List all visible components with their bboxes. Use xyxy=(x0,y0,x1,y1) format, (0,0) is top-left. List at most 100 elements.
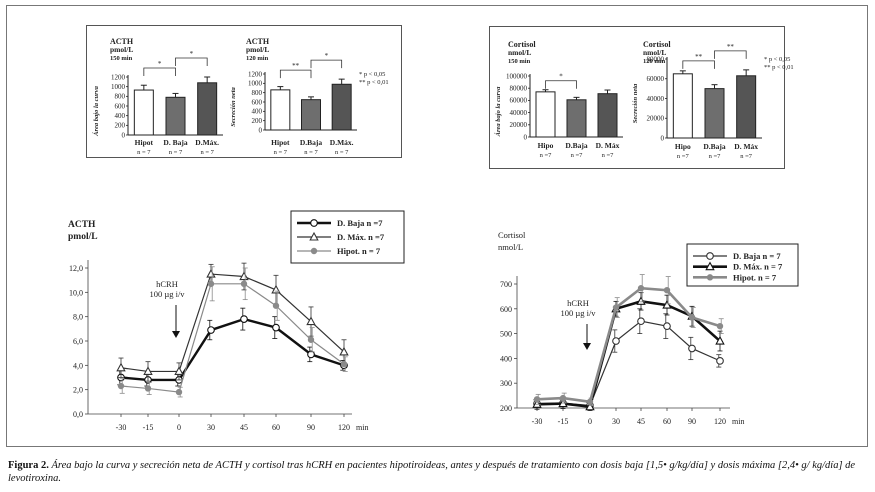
p-value-legend: ** p < 0,01 xyxy=(359,79,389,86)
bar-y-tick-label: 800 xyxy=(252,89,263,97)
marker-dot xyxy=(307,336,315,343)
marker-circle xyxy=(637,317,645,326)
line-x-tick-label: 45 xyxy=(637,417,645,426)
bar-y-tick-label: 800 xyxy=(115,93,126,101)
bar-y-tick-label: 40000 xyxy=(510,109,528,117)
line-y-tick-label: 6,0 xyxy=(73,337,83,346)
bar-category-n: n = 7 xyxy=(200,149,214,156)
hcrh-dose-annotation: 100 µg i/v xyxy=(560,308,596,318)
bar-y-tick-label: 0 xyxy=(259,126,263,134)
bar-category-label: D.Máx. xyxy=(195,138,219,147)
legend-box xyxy=(290,210,405,264)
bar-chart-ylabel: Secreción neta xyxy=(632,83,639,123)
arrow-head xyxy=(172,331,180,338)
line-y-tick-label: 300 xyxy=(500,379,512,388)
series-line xyxy=(120,283,345,393)
line-x-tick-label: 0 xyxy=(177,423,181,432)
line-x-tick-label: -30 xyxy=(116,423,127,432)
marker-dot xyxy=(272,302,280,309)
significance-label: ** xyxy=(292,62,300,70)
marker-circle xyxy=(663,322,671,331)
line-x-tick-label: 0 xyxy=(588,417,592,426)
bar-chart-title: ACTH xyxy=(246,37,270,46)
marker-triangle xyxy=(206,268,216,278)
bar-category-label: Hipo xyxy=(538,141,554,150)
bar-chart-subtitle: 120 min xyxy=(643,58,666,65)
marker-triangle xyxy=(339,346,349,356)
legend-entry: D. Baja n =7 xyxy=(337,218,383,228)
significance-bracket xyxy=(714,50,747,59)
bar-y-tick-label: 80000 xyxy=(647,55,665,63)
bar-y-tick-label: 60000 xyxy=(510,97,528,105)
legend-box xyxy=(686,243,799,287)
line-x-tick-label: 120 xyxy=(714,417,726,426)
series-line xyxy=(120,317,345,382)
marker-triangle xyxy=(636,296,646,305)
bar-category-n: n =7 xyxy=(602,152,615,159)
series-line xyxy=(120,273,345,373)
series-line xyxy=(536,286,721,404)
marker-dot xyxy=(586,398,594,405)
marker-dot xyxy=(144,385,152,392)
line-x-tick-label: 30 xyxy=(612,417,620,426)
marker-dot xyxy=(310,247,318,255)
line-x-tick-label: 90 xyxy=(688,417,696,426)
marker-triangle xyxy=(239,271,249,281)
line-y-tick-label: 400 xyxy=(500,354,512,363)
bar-chart-unit: nmol/L xyxy=(643,48,666,57)
significance-label: * xyxy=(158,60,162,68)
significance-bracket xyxy=(143,67,176,76)
bar-category-label: Hipot xyxy=(135,138,154,147)
legend-entry: Hipot. n = 7 xyxy=(337,246,381,256)
significance-bracket xyxy=(545,80,577,89)
line-x-tick-label: -15 xyxy=(558,417,569,426)
significance-label: ** xyxy=(695,53,703,61)
line-y-tick-label: 2,0 xyxy=(73,386,83,395)
line-x-axis-label: min xyxy=(356,423,368,432)
bar-y-tick-label: 60000 xyxy=(647,75,665,83)
line-x-tick-label: 30 xyxy=(207,423,215,432)
bar-category-n: n =7 xyxy=(540,152,553,159)
line-x-tick-label: -15 xyxy=(143,423,154,432)
caption-label: Figura 2. xyxy=(8,460,49,471)
bar-y-tick-label: 1200 xyxy=(248,70,263,78)
bar-y-tick-label: 1000 xyxy=(248,80,263,88)
bar-chart-title: Cortisol xyxy=(643,40,671,49)
bar-category-label: D.Baja xyxy=(703,142,726,151)
p-value-legend: * p < 0,05 xyxy=(359,71,385,78)
significance-bracket xyxy=(310,59,343,69)
marker-dot xyxy=(207,280,215,288)
line-chart-ylabel: pmol/L xyxy=(68,232,98,242)
marker-dot xyxy=(117,382,125,390)
significance-label: ** xyxy=(727,43,735,51)
bar-chart-subtitle: 120 min xyxy=(246,55,269,62)
marker-circle xyxy=(716,357,724,365)
marker-dot xyxy=(663,287,671,294)
bar-chart-title: Cortisol xyxy=(508,40,536,49)
significance-bracket xyxy=(682,60,715,69)
bar-category-label: D. Baja xyxy=(163,138,187,147)
significance-label: * xyxy=(559,73,563,81)
bar-category-n: n = 7 xyxy=(335,149,349,156)
bar-y-tick-label: 1000 xyxy=(111,83,126,91)
marker-dot xyxy=(706,274,714,281)
marker-circle xyxy=(240,315,248,323)
marker-dot xyxy=(533,396,541,403)
bar-y-tick-label: 400 xyxy=(252,108,263,116)
marker-circle xyxy=(307,350,315,359)
line-x-tick-label: 60 xyxy=(663,417,671,426)
legend-entry: D. Baja n = 7 xyxy=(733,251,781,261)
marker-triangle xyxy=(662,299,672,309)
line-y-tick-label: 700 xyxy=(500,280,512,289)
figure-frame xyxy=(6,5,868,447)
hcrh-annotation: hCRH xyxy=(567,298,589,308)
bar-y-tick-label: 600 xyxy=(252,98,263,106)
bar-category-n: n =7 xyxy=(571,152,584,159)
line-chart-title: Cortisol xyxy=(498,230,526,240)
bar-y-tick-label: 200 xyxy=(115,122,126,130)
line-chart-title: ACTH xyxy=(68,220,96,230)
bar-chart-subtitle: 150 min xyxy=(110,55,133,62)
